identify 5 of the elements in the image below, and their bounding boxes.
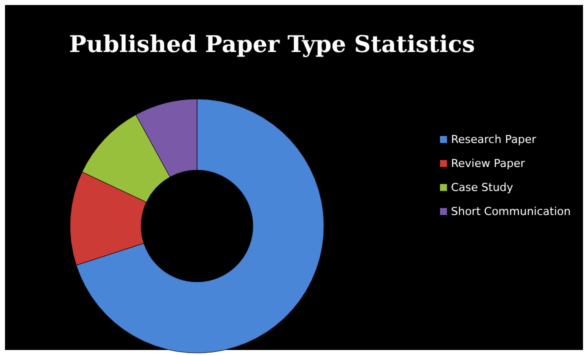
legend-label: Research Paper xyxy=(451,133,537,146)
legend-label: Case Study xyxy=(451,181,514,194)
chart-title: Published Paper Type Statistics xyxy=(69,31,475,58)
legend-label: Review Paper xyxy=(451,157,526,170)
legend-label: Short Communication xyxy=(451,205,571,218)
